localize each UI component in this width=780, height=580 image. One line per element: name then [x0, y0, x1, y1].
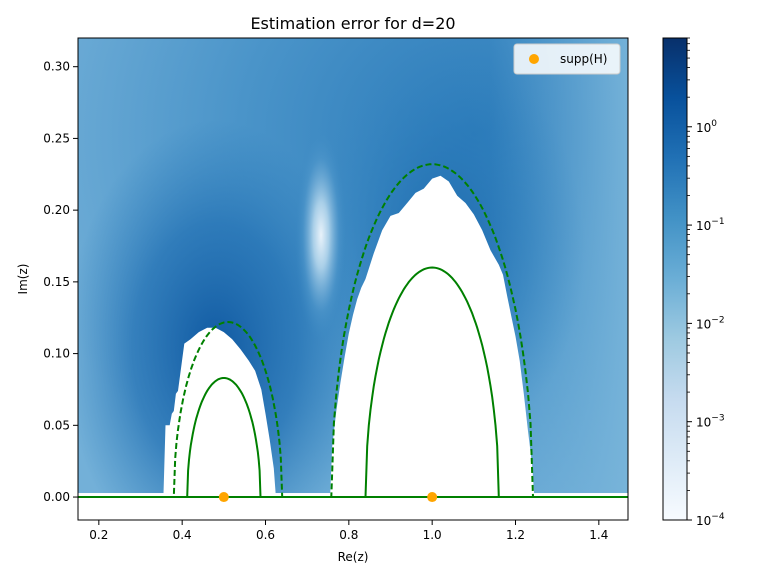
- heatmap-area: [78, 38, 628, 520]
- x-tick-label: 0.2: [89, 528, 108, 542]
- y-tick-label: 0.10: [43, 347, 70, 361]
- legend-box: [513, 43, 621, 75]
- x-tick-label: 0.6: [256, 528, 275, 542]
- y-tick-label: 0.25: [43, 131, 70, 145]
- colorbar-tick-label: 100: [696, 119, 717, 135]
- legend-marker: [529, 54, 539, 64]
- legend-label: supp(H): [560, 52, 607, 66]
- axes-frame: [77, 37, 629, 521]
- solid-curve-2: [78, 266, 628, 499]
- solid-curve-1: [78, 377, 628, 499]
- y-tick-label: 0.00: [43, 490, 70, 504]
- y-axis-ticks: 0.00 0.05 0.10 0.15 0.20 0.25 0.30: [43, 60, 78, 504]
- y-tick-label: 0.15: [43, 275, 70, 289]
- x-tick-label: 0.8: [339, 528, 358, 542]
- colorbar-tick-label: 10−3: [696, 414, 725, 430]
- x-tick-label: 1.4: [589, 528, 608, 542]
- x-axis-ticks: 0.2 0.4 0.6 0.8 1.0 1.2 1.4: [89, 520, 608, 542]
- x-tick-label: 0.4: [173, 528, 192, 542]
- y-tick-label: 0.20: [43, 203, 70, 217]
- y-tick-label: 0.05: [43, 418, 70, 432]
- x-axis-label: Re(z): [338, 550, 369, 564]
- legend: supp(H): [513, 43, 621, 75]
- chart-title: Estimation error for d=20: [250, 14, 455, 33]
- x-tick-label: 1.2: [506, 528, 525, 542]
- curves: [78, 163, 628, 499]
- heatmap-left-dark-lobe: [78, 120, 365, 520]
- y-axis-label: Im(z): [16, 264, 30, 295]
- y-tick-label: 0.30: [43, 60, 70, 74]
- colorbar-tick-label: 10−2: [696, 315, 725, 331]
- support-points: [218, 492, 438, 503]
- x-tick-label: 1.0: [423, 528, 442, 542]
- white-region-1: [163, 327, 276, 497]
- heatmap-low-error-spot: [295, 125, 347, 345]
- colorbar: 10−4 10−3 10−2 10−1 100: [662, 37, 725, 528]
- support-point-1: [218, 492, 229, 503]
- colorbar-gradient: [662, 37, 688, 521]
- colorbar-ticks: 10−4 10−3 10−2 10−1 100: [687, 37, 725, 528]
- dashed-curve-2: [78, 163, 628, 499]
- dashed-curve-1: [78, 320, 628, 499]
- white-region-2: [330, 175, 535, 497]
- white-regions: [78, 175, 628, 520]
- colorbar-tick-label: 10−1: [696, 217, 725, 233]
- colorbar-tick-label: 10−4: [696, 512, 725, 528]
- support-point-2: [427, 492, 438, 503]
